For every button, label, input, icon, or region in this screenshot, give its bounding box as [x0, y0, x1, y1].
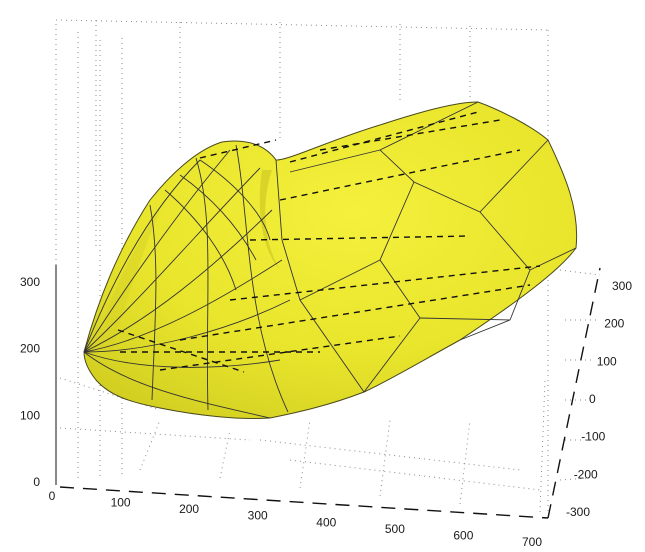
z-tick-label: 200	[20, 342, 40, 356]
surface-mesh	[83, 101, 577, 419]
y-tick-label: 300	[612, 279, 632, 293]
x-tick-label: 200	[179, 502, 199, 516]
x-tick-label: 300	[248, 509, 268, 523]
z-tick-label: 300	[20, 275, 40, 289]
x-tick-label: 600	[453, 528, 473, 542]
y-tick-label: -100	[581, 430, 605, 444]
surface	[83, 101, 578, 420]
x-tick-label: 700	[522, 535, 542, 547]
z-tick-label: 100	[20, 408, 40, 422]
surface-body	[83, 101, 578, 420]
z-tick-label: 0	[33, 475, 40, 489]
x-tick-label: 400	[316, 515, 336, 529]
tick-labels: 0 100 200 300 400 500 600 700 -300 -200 -100 0 100 20…	[20, 275, 632, 549]
y-tick-label: -200	[574, 467, 598, 481]
y-tick-label: 100	[597, 354, 617, 368]
surface-left-shadow	[92, 210, 160, 360]
y-tick-label: 200	[604, 317, 624, 331]
y-tick-label: -300	[566, 505, 590, 519]
x-tick-label: 100	[111, 496, 131, 510]
axis-grid	[55, 19, 601, 515]
surface-mesh-dashed	[117, 111, 541, 373]
y-tick-label: 0	[589, 392, 596, 406]
x-tick-label: 500	[385, 522, 405, 536]
x-tick-label: 0	[49, 489, 56, 503]
axes	[55, 265, 601, 519]
surface-fold-shadow	[259, 170, 280, 270]
